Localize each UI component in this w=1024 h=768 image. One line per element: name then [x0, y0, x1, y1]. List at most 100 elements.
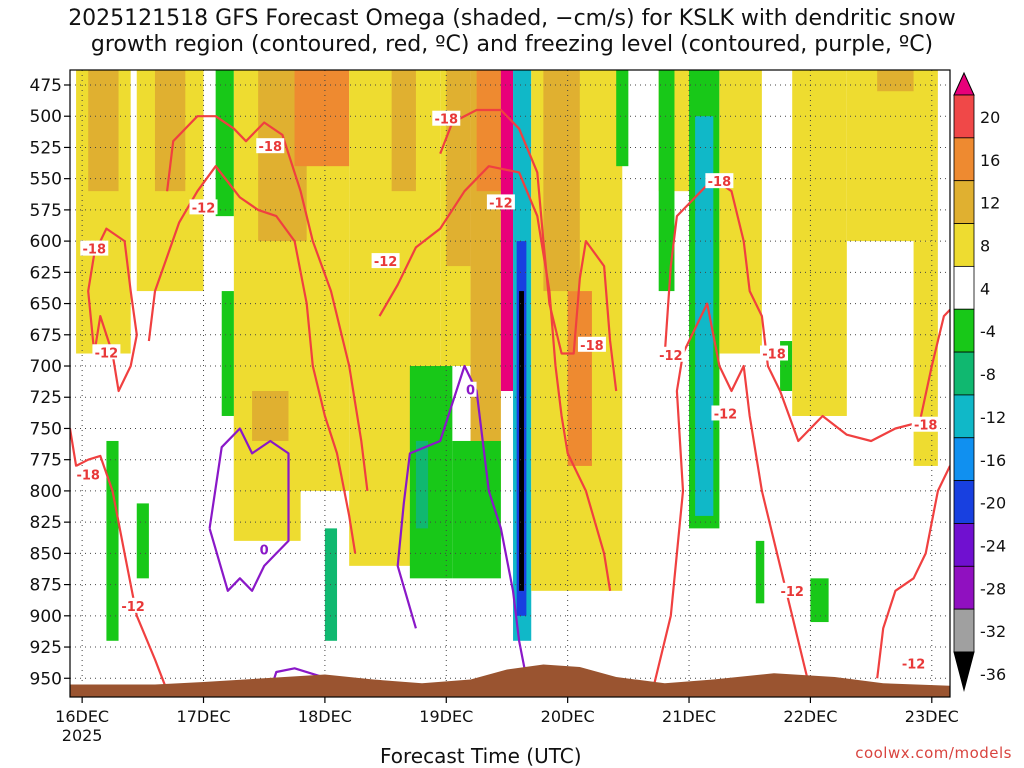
colorbar-label-11: -28 [980, 579, 1006, 598]
x-tick-label-3: 19DEC [419, 707, 473, 726]
y-tick-label-9: 700 [30, 357, 62, 377]
colorbar-top-arrow [953, 71, 975, 96]
omega-shade-21 [519, 291, 524, 591]
y-tick-label-6: 625 [30, 263, 62, 283]
omega-shade-15 [446, 70, 471, 267]
y-tick-label-14: 825 [30, 513, 62, 533]
x-tick-label-6: 22DEC [783, 707, 837, 726]
freezing-contour-1 [396, 364, 527, 673]
dgz-label-5-bg [119, 597, 148, 613]
y-tick-label-4: 575 [30, 201, 62, 221]
colorbar-label-7: -12 [980, 408, 1006, 427]
dgz-label-1-bg [189, 199, 218, 215]
omega-shade-1 [88, 70, 119, 192]
colorbar-label-1: 16 [980, 151, 1000, 170]
freezing-contour-0 [208, 427, 290, 592]
dgz-label-14: -12 [780, 585, 804, 600]
dgz-label-12: -12 [714, 407, 738, 422]
colorbar-swatch-8 [953, 394, 975, 439]
dgz-label-10: -12 [659, 349, 683, 364]
x-year-label: 2025 [62, 726, 103, 745]
dgz-label-11: -18 [708, 175, 732, 190]
dgz-label-11-bg [705, 173, 734, 189]
y-tick-label-7: 650 [30, 295, 62, 315]
y-tick-label-13: 800 [30, 482, 62, 502]
dgz-label-9: -18 [580, 339, 604, 354]
dgz-label-6: -18 [435, 113, 459, 128]
omega-shade-18 [500, 70, 514, 391]
dgz-label-10-bg [656, 346, 685, 362]
colorbar-swatch-10 [953, 480, 975, 524]
colorbar-swatch-11 [953, 523, 975, 567]
site-credit: coolwx.com/models [855, 744, 1012, 762]
colorbar-label-8: -16 [980, 451, 1006, 470]
colorbar-bottom-arrow [953, 651, 975, 692]
dgz-contour-2 [147, 165, 357, 554]
x-tick-label-4: 20DEC [541, 707, 595, 726]
x-tick-label-0: 16DEC [55, 707, 109, 726]
omega-shade-27 [415, 440, 429, 529]
dgz-contour-5 [439, 108, 618, 392]
omega-shade-42 [810, 578, 829, 623]
dgz-label-15-bg [911, 416, 940, 432]
omega-shade-38 [792, 70, 847, 416]
colorbar-swatch-3 [953, 180, 975, 224]
dgz-contour-6 [651, 302, 812, 692]
omega-shade-25 [452, 440, 501, 579]
y-tick-label-19: 950 [30, 669, 62, 689]
omega-shade-35 [695, 116, 714, 516]
omega-shade-33 [658, 70, 675, 292]
colorbar-swatch-6 [953, 308, 975, 353]
y-tick-label-0: 475 [30, 76, 62, 96]
dgz-contour-3 [166, 115, 369, 492]
dgz-label-6-bg [432, 110, 461, 126]
dgz-contour-4 [378, 165, 612, 591]
freezing-label-1-bg [464, 381, 477, 397]
dgz-label-0-bg [256, 138, 285, 154]
omega-shade-4 [106, 440, 119, 641]
y-tick-label-15: 850 [30, 544, 62, 564]
colorbar-swatch-2 [953, 137, 975, 182]
dgz-label-4-bg [74, 466, 103, 482]
colorbar-swatch-9 [953, 437, 975, 482]
omega-shade-9 [294, 70, 350, 167]
colorbar-swatch-4 [953, 223, 975, 267]
dgz-label-9-bg [577, 336, 606, 352]
dgz-label-5: -12 [121, 600, 145, 615]
dgz-label-7: -12 [489, 196, 513, 211]
colorbar-label-6: -8 [980, 365, 996, 384]
colorbar-label-4: 4 [980, 279, 990, 298]
x-tick-label-5: 21DEC [662, 707, 716, 726]
dgz-contour-0 [70, 428, 169, 692]
y-tick-label-18: 925 [30, 638, 62, 658]
terrain [70, 664, 950, 697]
colorbar-label-13: -36 [980, 665, 1006, 684]
omega-shade-23 [543, 70, 580, 292]
omega-shade-43 [755, 540, 765, 604]
x-axis-label: Forecast Time (UTC) [380, 744, 582, 768]
omega-shade-36 [719, 70, 762, 354]
dgz-label-1: -12 [192, 201, 216, 216]
y-tick-label-12: 775 [30, 451, 62, 471]
y-tick-label-17: 900 [30, 607, 62, 627]
y-tick-label-8: 675 [30, 326, 62, 346]
dgz-label-15: -18 [914, 419, 938, 434]
dgz-label-16-bg [899, 655, 928, 671]
omega-shade-5 [136, 503, 149, 579]
colorbar-swatch-7 [953, 351, 975, 396]
dgz-label-0: -18 [259, 140, 283, 155]
plot-area: -18 -12 -18 -12 -18 -12 -18 -12 -12 -18 -12 -18 -12 -… [70, 70, 950, 697]
omega-shade-28 [221, 291, 234, 416]
colorbar-label-10: -24 [980, 536, 1006, 555]
dgz-label-3: -12 [95, 346, 119, 361]
dgz-label-14-bg [778, 582, 807, 598]
grid [70, 70, 950, 697]
y-tick-label-1: 500 [30, 107, 62, 127]
colorbar-swatch-5 [953, 265, 975, 310]
y-tick-label-16: 875 [30, 576, 62, 596]
dgz-contour-8 [876, 465, 950, 679]
dgz-label-16: -12 [902, 657, 926, 672]
y-tick-label-10: 725 [30, 388, 62, 408]
dgz-label-2-bg [80, 240, 109, 256]
